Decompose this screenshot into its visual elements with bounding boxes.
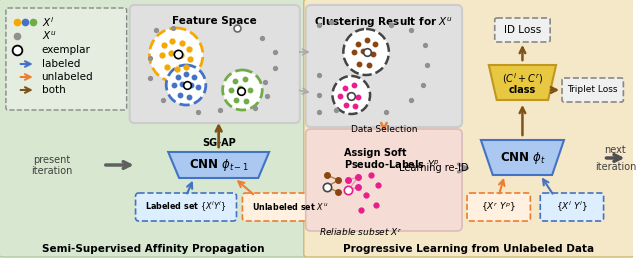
Text: Progressive Learning from Unlabeled Data: Progressive Learning from Unlabeled Data (344, 244, 595, 254)
FancyBboxPatch shape (6, 8, 127, 110)
Text: $\{X^r\ Y^p\}$: $\{X^r\ Y^p\}$ (481, 200, 516, 214)
Text: next: next (605, 145, 627, 155)
Text: Learning re-ID: Learning re-ID (399, 163, 468, 173)
Text: Semi-Supervised Affinity Propagation: Semi-Supervised Affinity Propagation (42, 244, 264, 254)
Circle shape (223, 70, 262, 110)
Text: both: both (42, 85, 65, 95)
Text: Labeled set $\{X^l Y^l\}$: Labeled set $\{X^l Y^l\}$ (145, 200, 227, 214)
Text: Data Selection: Data Selection (351, 125, 417, 134)
Circle shape (166, 65, 206, 105)
FancyBboxPatch shape (0, 0, 308, 257)
Text: Clustering Result for $X^u$: Clustering Result for $X^u$ (314, 16, 454, 30)
Text: class: class (509, 85, 536, 95)
FancyBboxPatch shape (306, 5, 462, 127)
Text: unlabeled: unlabeled (42, 72, 93, 82)
Text: $X^l$: $X^l$ (42, 15, 54, 29)
FancyBboxPatch shape (467, 193, 531, 221)
Text: Triplet Loss: Triplet Loss (568, 85, 618, 94)
Circle shape (343, 29, 389, 75)
FancyBboxPatch shape (130, 5, 300, 123)
Circle shape (149, 28, 203, 82)
FancyBboxPatch shape (306, 129, 462, 231)
Polygon shape (168, 152, 269, 178)
Text: $(C^l + C^r)$: $(C^l + C^r)$ (502, 72, 543, 86)
FancyBboxPatch shape (495, 18, 550, 42)
FancyBboxPatch shape (136, 193, 237, 221)
Text: iteration: iteration (31, 166, 72, 176)
Polygon shape (489, 65, 556, 100)
Text: SG-AP: SG-AP (202, 138, 236, 148)
Text: labeled: labeled (42, 59, 80, 69)
Text: Reliable subset $X^r$: Reliable subset $X^r$ (319, 226, 402, 238)
Text: CNN $\phi_t$: CNN $\phi_t$ (500, 150, 545, 166)
FancyBboxPatch shape (540, 193, 604, 221)
Text: CNN $\phi_{t-1}$: CNN $\phi_{t-1}$ (189, 157, 249, 173)
Text: $X^u$: $X^u$ (42, 30, 56, 42)
Text: present: present (33, 155, 70, 165)
Text: Pseudo-Labels $Y^p$: Pseudo-Labels $Y^p$ (344, 159, 440, 171)
FancyBboxPatch shape (562, 78, 623, 102)
Text: Feature Space: Feature Space (172, 16, 257, 26)
Circle shape (332, 76, 370, 114)
Text: Assign Soft: Assign Soft (344, 148, 407, 158)
FancyBboxPatch shape (243, 193, 337, 221)
FancyBboxPatch shape (304, 0, 634, 257)
Text: Unlabeled set $X^u$: Unlabeled set $X^u$ (252, 201, 328, 213)
Text: $\{X^l\ Y^l\}$: $\{X^l\ Y^l\}$ (556, 200, 588, 214)
Polygon shape (481, 140, 564, 175)
Text: exemplar: exemplar (42, 45, 90, 55)
Text: ID Loss: ID Loss (504, 25, 541, 35)
Text: iteration: iteration (595, 162, 636, 172)
